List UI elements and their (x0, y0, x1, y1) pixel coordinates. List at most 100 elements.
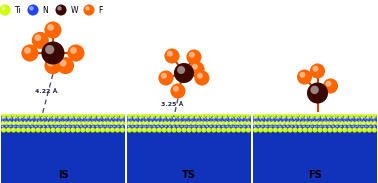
Circle shape (309, 116, 315, 122)
Circle shape (158, 114, 161, 117)
Circle shape (349, 116, 355, 122)
Circle shape (67, 125, 71, 129)
Circle shape (227, 128, 229, 130)
Circle shape (79, 125, 84, 129)
Circle shape (170, 83, 186, 98)
Circle shape (253, 116, 259, 122)
Circle shape (1, 127, 6, 133)
Circle shape (181, 121, 186, 125)
Circle shape (218, 126, 219, 127)
Circle shape (55, 122, 60, 127)
Circle shape (204, 114, 207, 117)
Circle shape (310, 114, 313, 117)
Circle shape (1, 114, 4, 117)
Circle shape (281, 123, 283, 125)
Circle shape (199, 118, 200, 119)
Circle shape (334, 118, 335, 119)
Circle shape (336, 114, 338, 117)
Circle shape (73, 118, 74, 119)
Circle shape (319, 123, 321, 125)
Circle shape (172, 127, 177, 133)
Circle shape (245, 116, 251, 122)
Circle shape (335, 125, 340, 129)
Circle shape (221, 127, 226, 133)
Circle shape (9, 120, 12, 123)
Circle shape (291, 123, 294, 125)
Circle shape (297, 70, 312, 85)
Circle shape (30, 121, 34, 125)
Circle shape (121, 125, 125, 129)
Circle shape (370, 118, 374, 121)
Circle shape (189, 114, 192, 117)
Circle shape (93, 123, 96, 125)
Circle shape (350, 122, 355, 127)
Circle shape (144, 116, 150, 122)
Circle shape (92, 121, 96, 125)
Circle shape (202, 115, 203, 116)
Circle shape (4, 118, 8, 121)
Circle shape (254, 118, 255, 119)
Circle shape (243, 114, 246, 117)
Circle shape (80, 125, 84, 129)
Circle shape (181, 122, 186, 127)
Circle shape (347, 125, 351, 129)
Circle shape (33, 118, 34, 119)
Circle shape (22, 44, 39, 61)
Circle shape (372, 127, 377, 133)
Circle shape (106, 120, 110, 123)
Circle shape (71, 122, 72, 123)
Circle shape (228, 115, 229, 116)
Circle shape (139, 118, 143, 121)
Circle shape (110, 125, 114, 129)
Circle shape (276, 120, 279, 123)
Circle shape (153, 114, 156, 117)
Circle shape (51, 120, 52, 122)
Circle shape (36, 127, 41, 133)
Circle shape (177, 127, 182, 133)
Circle shape (361, 123, 364, 125)
Circle shape (98, 122, 104, 127)
Circle shape (225, 120, 228, 123)
Circle shape (150, 126, 152, 127)
Circle shape (303, 118, 304, 119)
Circle shape (1, 125, 6, 129)
Circle shape (165, 120, 168, 123)
Circle shape (307, 127, 313, 133)
Circle shape (140, 114, 143, 117)
Circle shape (153, 114, 156, 117)
Circle shape (214, 123, 216, 125)
Circle shape (149, 118, 152, 121)
Circle shape (143, 118, 146, 121)
Circle shape (374, 114, 377, 117)
Circle shape (297, 121, 301, 125)
Circle shape (298, 120, 302, 123)
Circle shape (5, 120, 8, 123)
Circle shape (240, 122, 242, 123)
Circle shape (89, 114, 91, 117)
Circle shape (347, 120, 351, 123)
Circle shape (279, 122, 281, 123)
Circle shape (23, 118, 26, 121)
Circle shape (67, 118, 68, 119)
Circle shape (59, 121, 63, 125)
Circle shape (305, 117, 307, 119)
Circle shape (22, 125, 26, 129)
Circle shape (45, 45, 54, 54)
Circle shape (317, 120, 321, 123)
Circle shape (364, 114, 367, 117)
Circle shape (79, 118, 80, 119)
Circle shape (10, 125, 12, 127)
Circle shape (56, 121, 60, 125)
Circle shape (253, 114, 256, 117)
Circle shape (274, 125, 278, 129)
Circle shape (172, 125, 176, 129)
Circle shape (198, 120, 202, 123)
Circle shape (78, 118, 82, 121)
Circle shape (310, 115, 311, 116)
Circle shape (373, 121, 377, 125)
Circle shape (104, 125, 108, 129)
Circle shape (275, 118, 278, 121)
Circle shape (54, 120, 57, 123)
Circle shape (287, 125, 290, 129)
Circle shape (292, 114, 294, 117)
